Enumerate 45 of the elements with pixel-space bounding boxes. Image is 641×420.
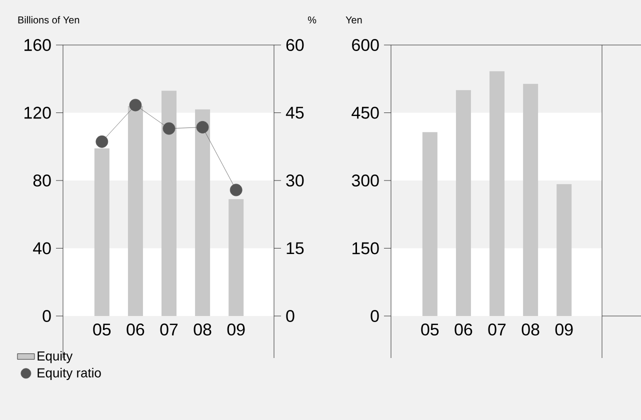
y-tick-label: 0 <box>42 310 51 322</box>
bar <box>94 148 110 316</box>
y-tick-label: 600 <box>352 39 379 51</box>
y-tick-label: 300 <box>352 174 379 186</box>
point <box>230 184 242 196</box>
y2-tick-label: 60 <box>286 39 304 51</box>
y2-axis-title: % <box>308 16 316 24</box>
bar <box>556 184 572 316</box>
x-tick-label: 05 <box>93 324 111 336</box>
x-tick-label: 09 <box>555 324 573 336</box>
x-tick-label: 05 <box>421 324 439 336</box>
bar <box>456 90 471 316</box>
bar <box>490 71 505 316</box>
point <box>162 122 176 135</box>
x-tick-label: 07 <box>488 324 506 336</box>
point <box>96 135 108 148</box>
y-tick-label: 450 <box>352 106 379 119</box>
bar <box>162 90 177 316</box>
point <box>129 98 142 112</box>
legend-label: Equity <box>38 351 73 364</box>
y-tick-label: 160 <box>24 39 51 51</box>
bar <box>422 132 438 316</box>
y-tick-label: 150 <box>352 242 379 254</box>
bar <box>523 84 538 316</box>
y-tick-label: 40 <box>33 242 51 254</box>
bar <box>128 106 143 316</box>
bar <box>195 109 210 316</box>
bar <box>228 199 244 316</box>
x-tick-label: 09 <box>227 324 245 336</box>
y2-tick-label: 30 <box>286 174 304 186</box>
point <box>196 121 209 134</box>
y2-tick-label: 15 <box>286 242 304 254</box>
y-tick-label: 0 <box>370 310 379 322</box>
legend-label: Equity ratio <box>38 368 101 380</box>
x-tick-label: 08 <box>522 324 540 336</box>
y-axis-title: Billions of Yen <box>18 16 80 24</box>
y2-tick-label: 0 <box>286 310 294 322</box>
y-axis-title: Yen <box>346 16 362 24</box>
x-tick-label: 06 <box>126 324 144 336</box>
y2-tick-label: 45 <box>286 106 304 119</box>
x-tick-label: 08 <box>194 324 212 336</box>
y-tick-label: 120 <box>24 106 51 119</box>
y-tick-label: 80 <box>33 174 51 186</box>
x-tick-label: 06 <box>454 324 472 336</box>
x-tick-label: 07 <box>160 324 178 336</box>
